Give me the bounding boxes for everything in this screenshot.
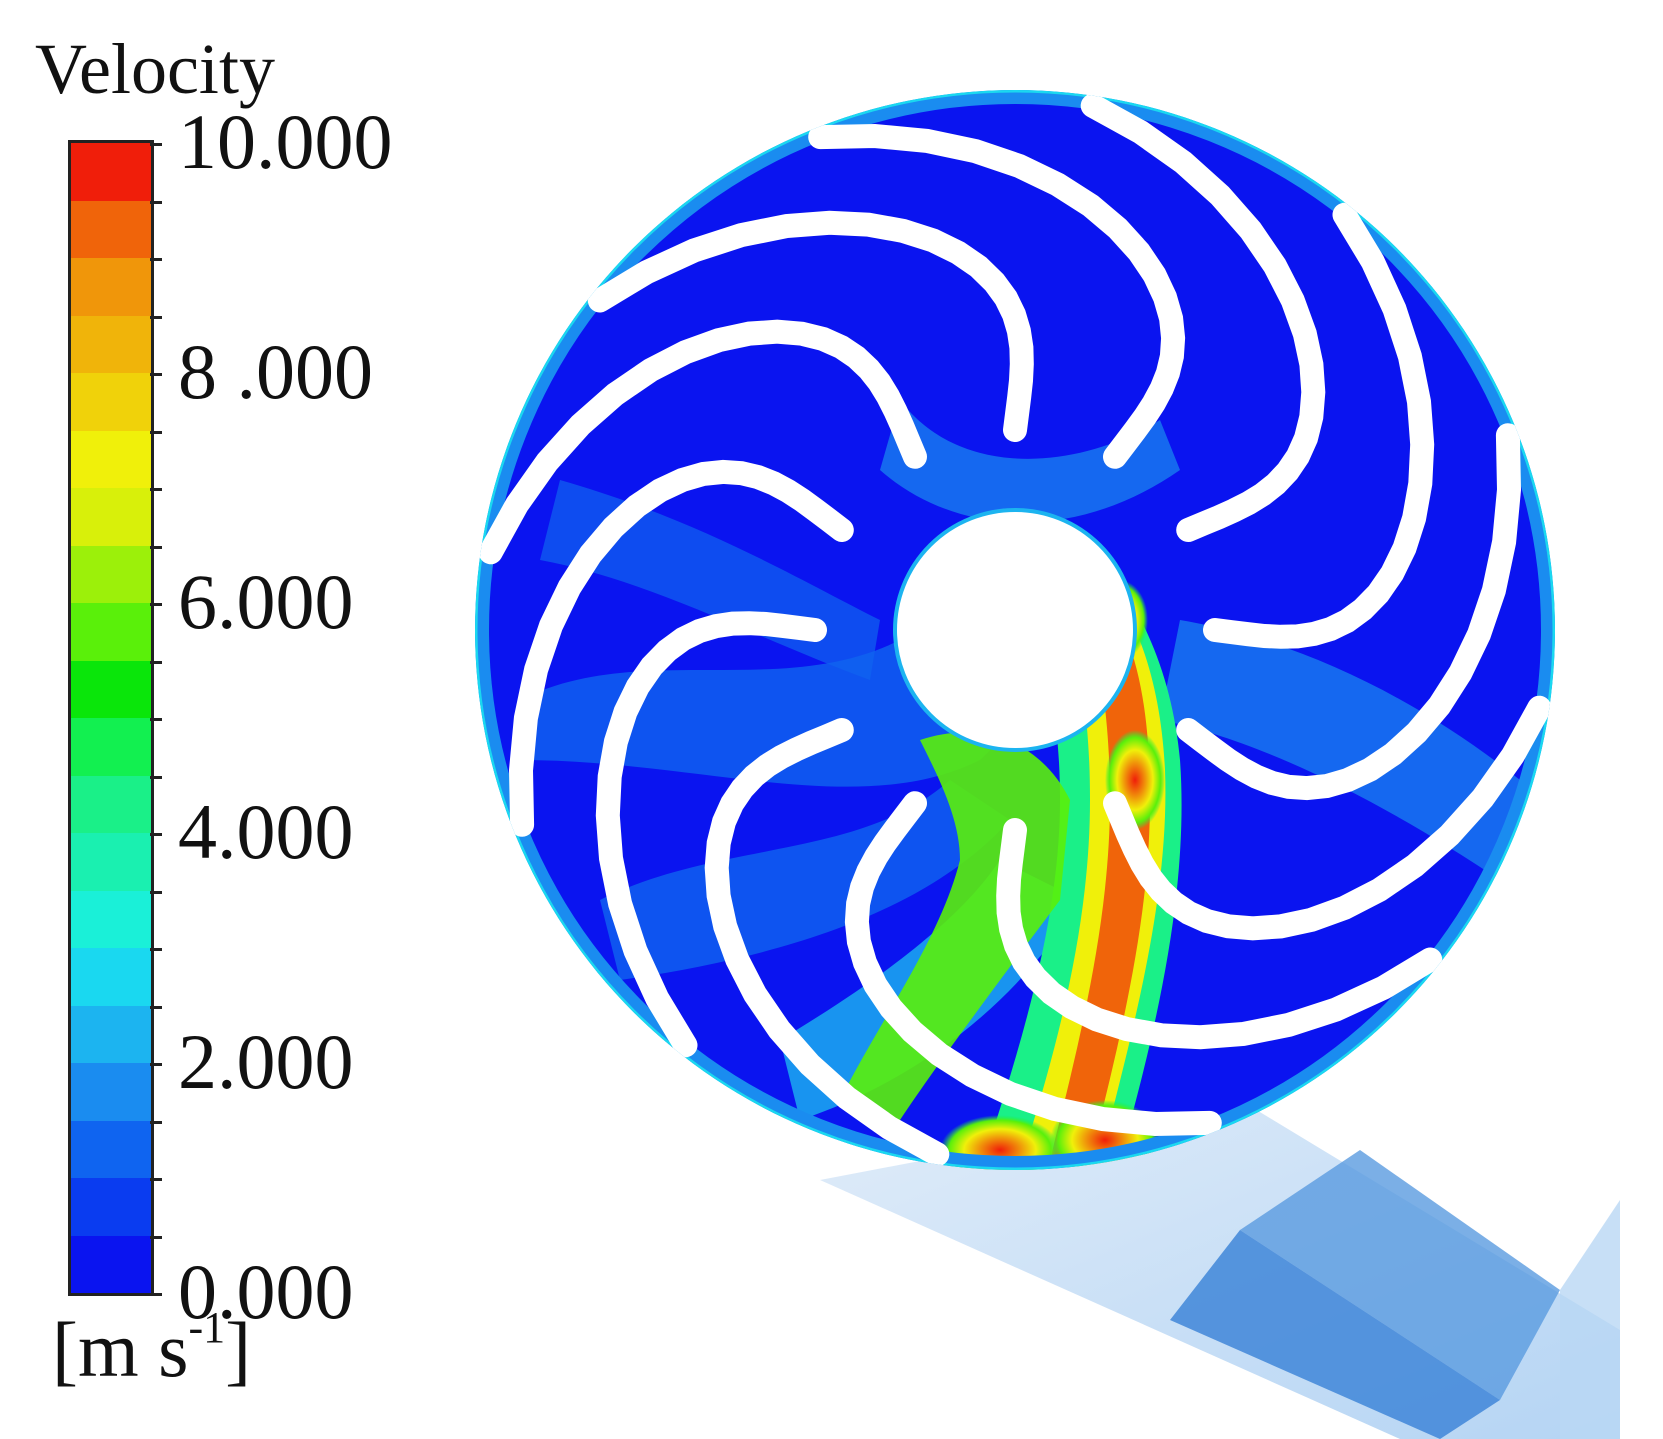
- tick-label: 2.000: [178, 1018, 354, 1105]
- minor-tick: [150, 143, 162, 146]
- color-band: [71, 1005, 151, 1063]
- color-band: [71, 1120, 151, 1178]
- blade: [595, 611, 827, 1058]
- minor-tick: [150, 1063, 162, 1066]
- color-band: [71, 430, 151, 488]
- tick-label: 0.000: [178, 1248, 354, 1335]
- blade: [844, 791, 1222, 1137]
- minor-tick: [150, 545, 162, 549]
- blade: [1103, 695, 1552, 941]
- color-band: [71, 143, 151, 201]
- color-band: [71, 373, 151, 431]
- tick-label: 4.000: [178, 788, 354, 875]
- minor-tick: [150, 258, 162, 261]
- color-band: [71, 948, 151, 1006]
- minor-tick: [150, 1235, 162, 1239]
- color-band: [71, 488, 151, 546]
- minor-tick: [150, 833, 162, 836]
- minor-tick: [150, 430, 162, 434]
- minor-tick: [150, 948, 162, 951]
- blade: [478, 319, 927, 565]
- color-band: [71, 775, 151, 833]
- color-band: [71, 1063, 151, 1121]
- minor-tick: [150, 200, 162, 204]
- minor-tick: [150, 1005, 162, 1009]
- blade: [587, 210, 1034, 442]
- minor-tick: [150, 660, 162, 664]
- hub: [893, 508, 1137, 752]
- minor-tick: [150, 890, 162, 894]
- minor-tick: [150, 1178, 162, 1181]
- color-band: [71, 833, 151, 891]
- impeller-blades: [478, 93, 1552, 1167]
- color-band: [71, 1235, 151, 1293]
- unit-exponent: -1: [188, 1303, 226, 1352]
- color-band: [71, 545, 151, 603]
- tick-label: 10.000: [178, 98, 393, 185]
- blade: [1080, 93, 1326, 542]
- minor-tick: [150, 718, 162, 721]
- blade: [508, 459, 854, 837]
- blade: [1203, 202, 1435, 649]
- color-band: [71, 200, 151, 258]
- tick-label: 8 .000: [178, 328, 373, 415]
- color-band: [71, 603, 151, 661]
- blade: [996, 818, 1443, 1050]
- color-scale-bar: [68, 140, 154, 1296]
- blade: [704, 718, 950, 1167]
- minor-tick: [150, 1293, 162, 1296]
- legend-title: Velocity: [35, 29, 275, 109]
- color-band: [71, 718, 151, 776]
- minor-tick: [150, 775, 162, 779]
- outlet-pipe: [820, 1100, 1620, 1439]
- color-band: [71, 660, 151, 718]
- color-band: [71, 258, 151, 316]
- unit-main: [m s: [52, 1306, 189, 1393]
- color-band: [71, 890, 151, 948]
- blade: [1176, 423, 1522, 801]
- minor-tick: [150, 373, 162, 376]
- minor-tick: [150, 488, 162, 491]
- tick-label: 6.000: [178, 558, 354, 645]
- unit-label: [m s-1]: [52, 1302, 251, 1395]
- minor-tick: [150, 1120, 162, 1124]
- blade: [808, 123, 1186, 469]
- color-band: [71, 315, 151, 373]
- minor-tick: [150, 315, 162, 319]
- unit-end: ]: [225, 1306, 252, 1393]
- color-band: [71, 1178, 151, 1236]
- minor-tick: [150, 603, 162, 606]
